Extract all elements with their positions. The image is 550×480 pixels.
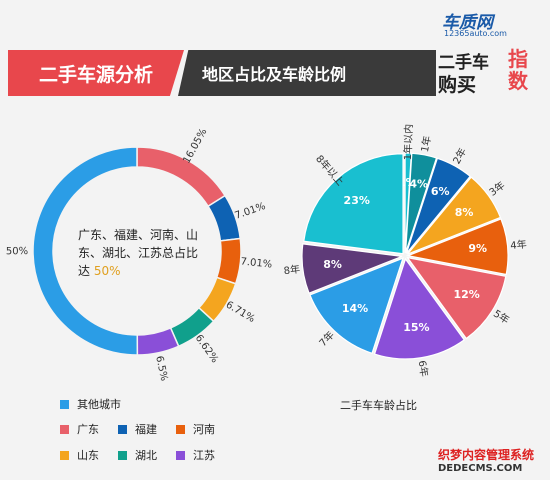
- legend-label-4: 山东: [77, 449, 99, 462]
- watermark: 织梦内容管理系统 DEDECMS.COM: [438, 446, 546, 474]
- pie-slice-7: [309, 257, 404, 355]
- donut-slice-0: [136, 146, 227, 208]
- pie-slice-percent-9: 23%: [344, 194, 370, 207]
- pie-caption: 二手车车龄占比: [340, 399, 417, 412]
- legend-item-3: 河南: [176, 421, 215, 437]
- pie-slice-label-9: 8年以上: [313, 152, 347, 188]
- legend-item-4: 山东: [60, 447, 99, 463]
- pie-slice-percent-4: 9%: [468, 242, 487, 255]
- pie-slice-label-2: 2年: [450, 146, 469, 167]
- pie-slice-2: [405, 157, 472, 254]
- pie-slice-3: [406, 176, 502, 255]
- section-title: 二手车源分析: [8, 50, 184, 96]
- donut-slice-2: [215, 237, 242, 285]
- pie-slice-label-6: 6年: [416, 359, 431, 377]
- logo-index-text: 指数: [508, 47, 528, 93]
- pie-slice-label-4: 4年: [510, 238, 528, 252]
- pie-slice-label-8: 8年: [283, 262, 301, 277]
- legend-label-5: 湖北: [135, 449, 157, 462]
- legend-item-5: 湖北: [118, 447, 157, 463]
- donut-slice-label-3: 6.71%: [224, 299, 257, 325]
- pie-slice-percent-8: 8%: [323, 258, 342, 271]
- pie-slice-percent-7: 14%: [342, 302, 368, 315]
- logo-line2: 购买: [438, 74, 477, 96]
- logo-site-name: 车质网: [442, 13, 493, 33]
- legend-item-1: 广东: [60, 421, 99, 437]
- section-subtitle: 地区占比及车龄比例: [178, 50, 436, 96]
- donut-slice-label-4: 6.62%: [193, 333, 220, 365]
- legend-label-6: 江苏: [193, 449, 215, 462]
- legend-swatch-1: [60, 424, 69, 434]
- legend-item-2: 福建: [118, 421, 157, 437]
- legend-label-2: 福建: [135, 423, 157, 436]
- pie-slice-percent-5: 12%: [453, 288, 479, 301]
- pie-slice-8: [301, 243, 403, 294]
- watermark-line1: 织梦内容管理系统: [438, 448, 535, 462]
- pie-slice-1: [404, 152, 438, 254]
- pie-slice-percent-2: 6%: [431, 185, 450, 198]
- pie-slice-label-3: 3年: [486, 179, 507, 199]
- pie-slice-9: [303, 153, 404, 255]
- logo-line1: 二手车: [438, 53, 489, 73]
- legend-label-3: 河南: [193, 423, 215, 436]
- donut-center-percent: 50%: [93, 264, 121, 278]
- donut-slice-label-6: 50%: [6, 246, 28, 257]
- legend-swatch-2: [118, 424, 127, 434]
- donut-slice-label-5: 6.5%: [153, 355, 169, 382]
- legend-item-6: 江苏: [176, 447, 215, 463]
- legend-swatch-5: [118, 450, 127, 460]
- legend-swatch-6: [176, 450, 185, 460]
- legend-label-1: 广东: [77, 423, 99, 436]
- pie-slice-5: [406, 256, 507, 340]
- legend-swatch-0: [60, 399, 69, 409]
- pie-slice-label-0: 1年以内: [401, 124, 415, 161]
- pie-slice-4: [405, 218, 509, 276]
- legend-swatch-4: [60, 450, 69, 460]
- donut-center-text: 广东、福建、河南、山东、湖北、江苏总占比达 50%: [78, 226, 198, 280]
- donut-slice-label-1: 7.01%: [233, 201, 267, 222]
- logo-url: 12365auto.com: [444, 29, 507, 38]
- donut-center-label: 广东、福建、河南、山东、湖北、江苏总占比达: [78, 228, 199, 278]
- pie-slice-label-1: 1年: [418, 135, 434, 154]
- watermark-line2: DEDECMS.COM: [438, 463, 523, 474]
- donut-slice-6: [32, 146, 139, 356]
- pie-slice-percent-3: 8%: [455, 206, 474, 219]
- brand-logo: 车质网 12365auto.com 二手车 购买 指数: [438, 8, 542, 98]
- pie-slice-label-7: 7年: [316, 328, 337, 349]
- pie-slice-6: [373, 257, 466, 360]
- legend-label-0: 其他城市: [77, 398, 121, 411]
- legend-item-0: 其他城市: [60, 396, 121, 412]
- donut-slice-label-0: 16.05%: [181, 127, 209, 166]
- pie-slice-percent-1: 4%: [409, 177, 428, 190]
- donut-slice-label-2: 7.01%: [240, 256, 273, 270]
- pie-slice-percent-6: 15%: [403, 321, 429, 334]
- legend-swatch-3: [176, 424, 185, 434]
- donut-slice-5: [136, 326, 180, 356]
- pie-slice-label-5: 5年: [491, 307, 512, 327]
